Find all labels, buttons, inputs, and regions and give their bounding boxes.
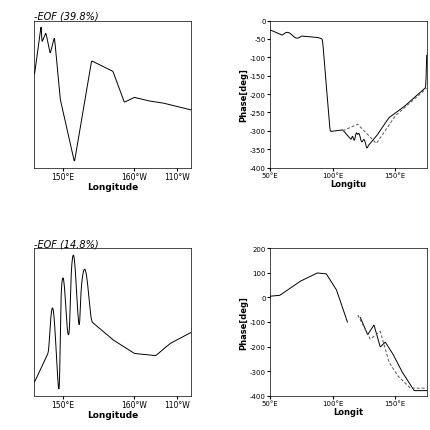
Y-axis label: Phase[deg]: Phase[deg] — [239, 295, 248, 349]
Y-axis label: Phase[deg]: Phase[deg] — [239, 68, 248, 122]
X-axis label: Longitu: Longitu — [329, 180, 366, 189]
X-axis label: Longit: Longit — [332, 407, 362, 416]
X-axis label: Longitude: Longitude — [87, 410, 138, 419]
Text: -EOF (14.8%): -EOF (14.8%) — [34, 239, 99, 249]
Text: -EOF (39.8%): -EOF (39.8%) — [34, 12, 99, 22]
X-axis label: Longitude: Longitude — [87, 183, 138, 192]
